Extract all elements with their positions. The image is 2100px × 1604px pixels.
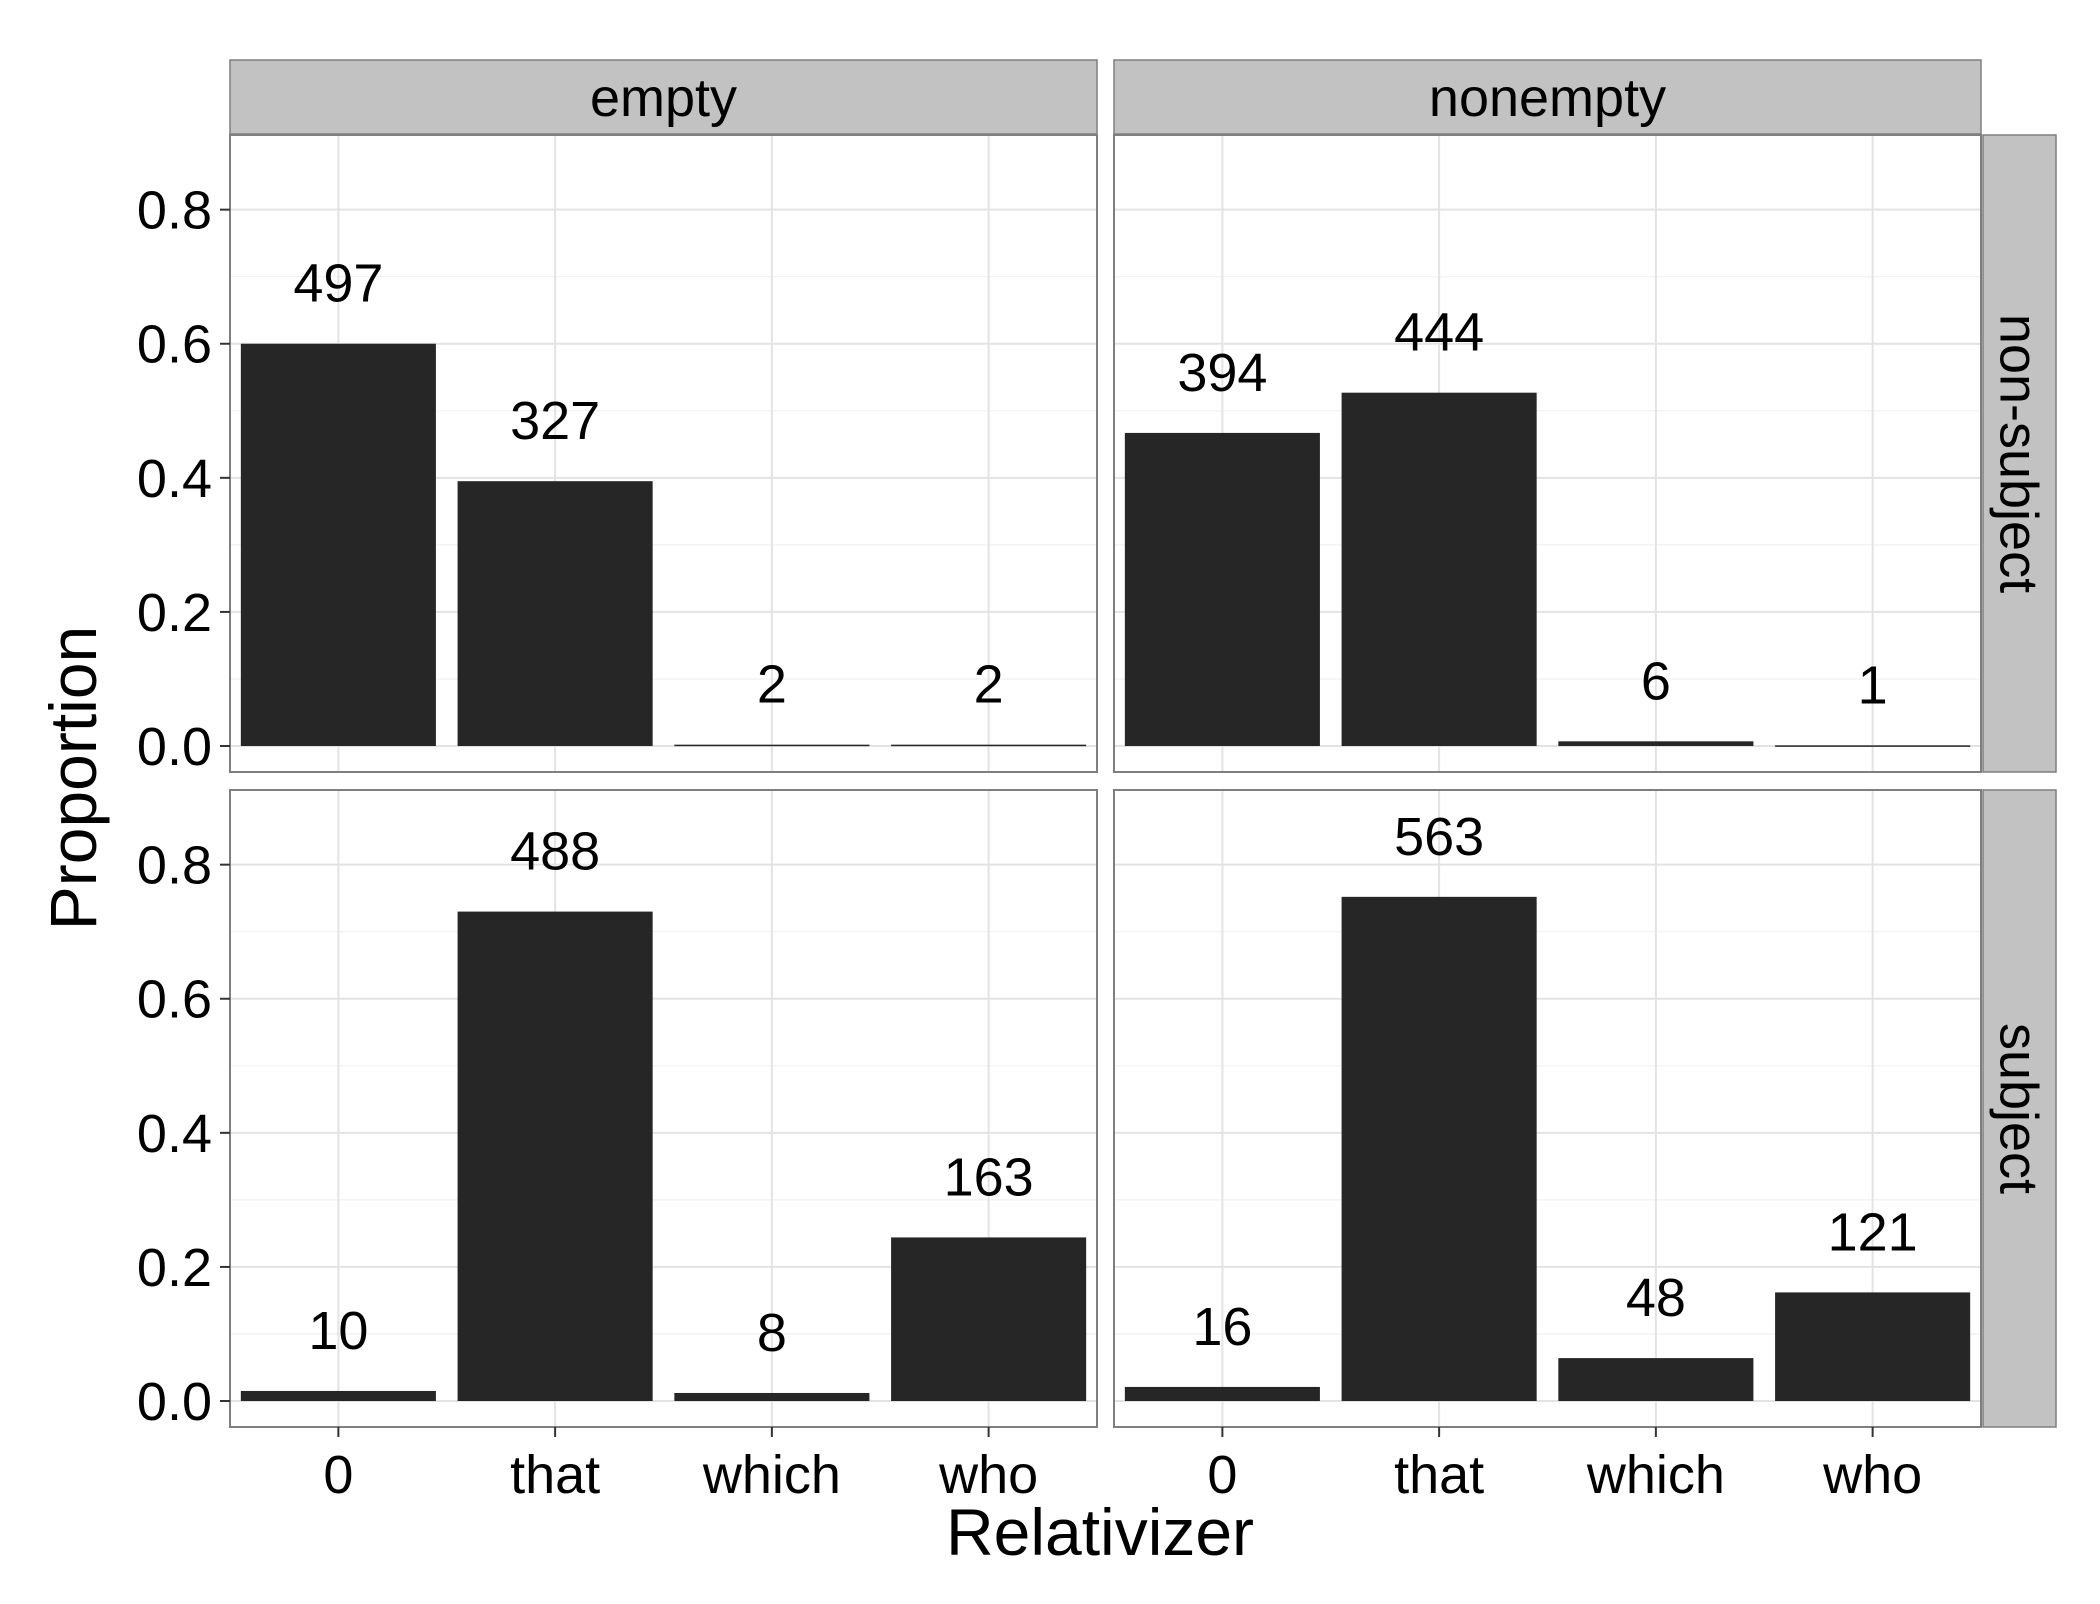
bar xyxy=(674,1392,870,1402)
y-tick-label: 0.2 xyxy=(137,583,212,643)
row-strip-label: subject xyxy=(1989,1023,2049,1194)
bar-count-label: 163 xyxy=(944,1147,1034,1207)
panel-border xyxy=(229,134,1098,773)
bar-count-label: 563 xyxy=(1394,807,1484,867)
bar-count-label: 444 xyxy=(1394,303,1484,363)
bar-count-label: 48 xyxy=(1626,1268,1686,1328)
bar xyxy=(1775,745,1971,747)
bar xyxy=(1341,896,1537,1402)
bar-count-label: 6 xyxy=(1641,651,1671,711)
row-strip-non-subject xyxy=(1982,134,2057,773)
y-tick-label: 0.0 xyxy=(137,1372,212,1432)
x-axis-title: Relativizer xyxy=(946,1495,1254,1569)
y-tick-label: 0.4 xyxy=(137,449,212,509)
bar-count-label: 394 xyxy=(1177,343,1267,403)
column-strip-label: empty xyxy=(590,68,737,128)
bar-count-label: 488 xyxy=(510,822,600,882)
y-tick-label: 0.8 xyxy=(137,836,212,896)
bar-count-label: 16 xyxy=(1192,1297,1252,1357)
column-strip-label: nonempty xyxy=(1429,68,1666,128)
bar-count-label: 497 xyxy=(293,254,383,314)
bar xyxy=(1775,1292,1971,1402)
bar-count-label: 10 xyxy=(308,1301,368,1361)
bar xyxy=(240,1390,436,1402)
bar-count-label: 327 xyxy=(510,391,600,451)
bar-count-label: 121 xyxy=(1828,1202,1918,1262)
panel-border xyxy=(1113,134,1982,773)
bar xyxy=(457,911,653,1402)
x-tick-label: 0 xyxy=(323,1445,353,1505)
bar-count-label: 8 xyxy=(757,1303,787,1363)
bar xyxy=(674,744,870,747)
bar-count-label: 2 xyxy=(974,655,1004,715)
y-tick-label: 0.8 xyxy=(137,181,212,241)
x-tick-label: 0 xyxy=(1207,1445,1237,1505)
column-strip-empty xyxy=(229,59,1098,135)
bar xyxy=(1124,432,1320,747)
row-strip-subject xyxy=(1982,789,2057,1428)
bar xyxy=(457,481,653,747)
bar xyxy=(1558,1358,1754,1402)
y-tick-label: 0.6 xyxy=(137,970,212,1030)
row-strip-label: non-subject xyxy=(1989,314,2049,593)
y-tick-label: 0.0 xyxy=(137,717,212,777)
x-tick-label: which xyxy=(702,1445,841,1505)
x-tick-label: who xyxy=(938,1445,1038,1505)
bar xyxy=(1341,392,1537,747)
y-tick-label: 0.4 xyxy=(137,1104,212,1164)
panel-border xyxy=(229,789,1098,1428)
y-tick-label: 0.2 xyxy=(137,1238,212,1298)
column-strip-nonempty xyxy=(1113,59,1982,135)
x-tick-label: that xyxy=(1394,1445,1484,1505)
bar xyxy=(891,744,1087,747)
bar xyxy=(1124,1386,1320,1402)
bar xyxy=(240,343,436,747)
x-tick-label: who xyxy=(1822,1445,1922,1505)
x-tick-label: which xyxy=(1586,1445,1725,1505)
bar-count-label: 1 xyxy=(1858,655,1888,715)
bar-count-label: 2 xyxy=(757,655,787,715)
bar xyxy=(1558,741,1754,747)
bar xyxy=(891,1237,1087,1402)
panel-border xyxy=(1113,789,1982,1428)
y-axis-title: Proportion xyxy=(36,626,110,931)
y-tick-label: 0.6 xyxy=(137,315,212,375)
x-tick-label: that xyxy=(510,1445,600,1505)
